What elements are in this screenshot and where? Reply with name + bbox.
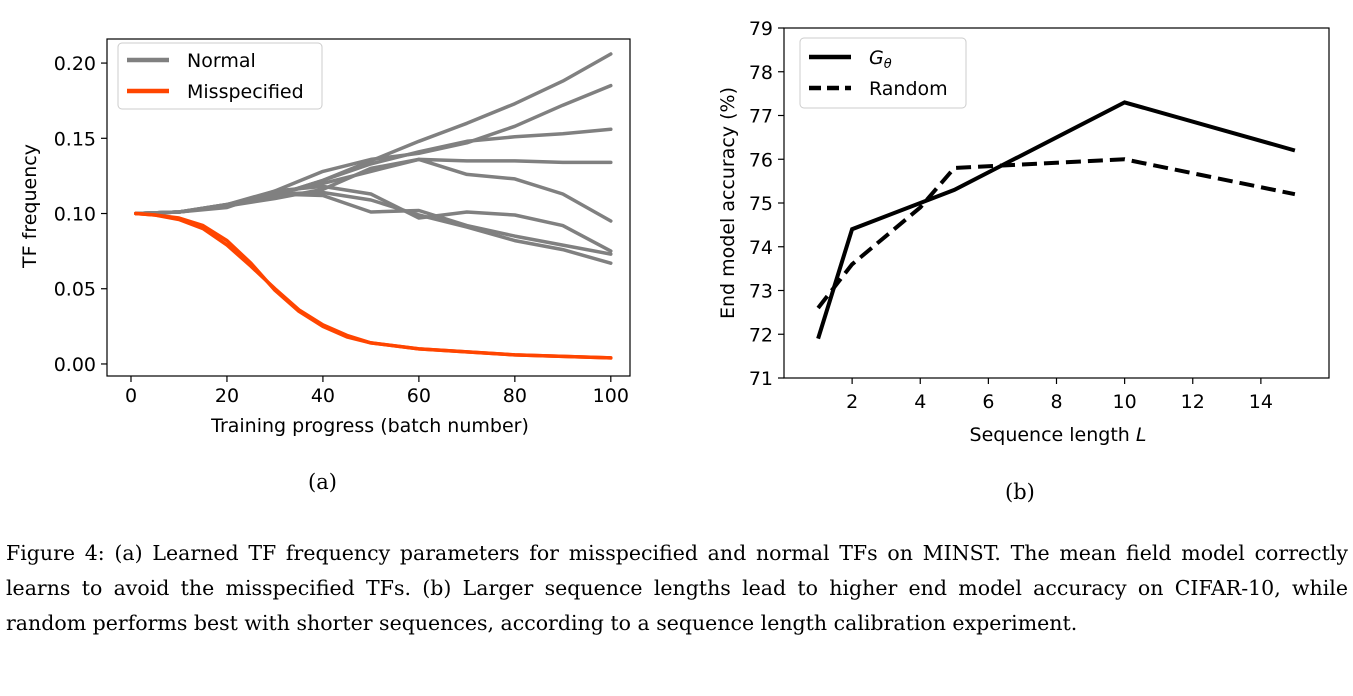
figure-caption: Figure 4: (a) Learned TF frequency param…: [6, 541, 1348, 635]
panel-a-y-ticks: 0.00 0.05 0.10 0.15 0.20: [54, 53, 107, 376]
legend-normal-label: Normal: [187, 50, 256, 72]
panel-b-x-tick-label: 6: [982, 391, 994, 413]
panel-b-x-tick-label: 4: [914, 391, 926, 413]
panel-b-y-tick-label: 76: [749, 149, 773, 171]
panel-b-x-tick-label: 12: [1181, 391, 1205, 413]
panel-b-x-ticks: 2 4 6 8 10 12 14: [846, 378, 1273, 413]
panel-a-y-tick-label: 0.15: [54, 128, 96, 150]
legend-g-theta-label: Gθ: [869, 47, 892, 72]
panel-b-series-line-random: [816, 157, 1296, 310]
panel-a-series-group: [134, 52, 613, 360]
panel-b-x-axis-label: Sequence length L: [970, 424, 1147, 446]
panel-a-sublabel: (a): [308, 470, 337, 494]
panel-b-y-tick-label: 78: [749, 62, 773, 84]
panel-a-x-tick-label: 80: [503, 385, 527, 407]
panel-b-series-group: [816, 100, 1296, 340]
panel-a-x-tick-label: 60: [407, 385, 431, 407]
panel-b-legend: Gθ Random: [799, 37, 967, 109]
panel-a-y-tick-label: 0.00: [54, 354, 96, 376]
panel-b-y-tick-label: 72: [749, 324, 773, 346]
panel-a-series-line-normal-7: [134, 190, 613, 265]
panel-a-x-tick-label: 100: [593, 385, 629, 407]
panel-b-x-tick-label: 10: [1113, 391, 1137, 413]
panel-b-y-tick-label: 71: [749, 368, 773, 390]
panel-a-chart: 0 20 40 60 80 100 0.00 0.05 0.10 0.15 0.20 Traini…: [19, 38, 631, 437]
panel-a-series-line-misspecified-8: [134, 211, 613, 360]
panel-a-x-axis-label: Training progress (batch number): [210, 415, 529, 437]
panel-a-x-tick-label: 0: [125, 385, 137, 407]
panel-b-y-tick-label: 73: [749, 281, 773, 303]
panel-b-x-axis-label-main: Sequence length: [970, 424, 1136, 446]
panel-b-x-tick-label: 8: [1050, 391, 1062, 413]
panel-b-y-tick-label: 77: [749, 106, 773, 128]
panel-b-x-axis-label-variable: L: [1136, 424, 1147, 446]
figure-area: 0 20 40 60 80 100 0.00 0.05 0.10 0.15 0.20 Traini…: [19, 18, 1330, 446]
panel-b-sublabel: (b): [1005, 480, 1035, 504]
panel-a-y-tick-label: 0.10: [54, 204, 96, 226]
panel-b-x-tick-label: 14: [1249, 391, 1273, 413]
panel-a-x-ticks: 0 20 40 60 80 100: [125, 376, 629, 407]
panel-b-y-axis-label: End model accuracy (%): [717, 87, 739, 319]
panel-b-x-tick-label: 2: [846, 391, 858, 413]
panel-b-y-tick-label: 79: [749, 18, 773, 40]
legend-misspecified-label: Misspecified: [187, 81, 304, 103]
panel-b-chart: 2 4 6 8 10 12 14 71 72 73 74 75 76 77 78 79 Sequence l…: [717, 18, 1330, 446]
panel-a-plot-frame: [106, 38, 631, 377]
panel-a-x-tick-label: 20: [215, 385, 239, 407]
panel-a-y-tick-label: 0.20: [54, 53, 96, 75]
panel-a-x-tick-label: 40: [311, 385, 335, 407]
panel-b-y-ticks: 71 72 73 74 75 76 77 78 79: [749, 18, 784, 390]
panel-a-y-tick-label: 0.05: [54, 279, 96, 301]
legend-g-theta-subscript: θ: [884, 57, 892, 72]
legend-random-label: Random: [869, 78, 948, 100]
panel-a-y-axis-label: TF frequency: [19, 144, 41, 269]
panel-a-series-line-misspecified-9: [134, 211, 613, 360]
legend-g-theta-main: G: [869, 47, 884, 69]
panel-b-series-line-g-theta: [816, 100, 1296, 340]
panel-a-legend: Normal Misspecified: [117, 42, 323, 110]
panel-b-y-tick-label: 74: [749, 237, 773, 259]
panel-b-y-tick-label: 75: [749, 193, 773, 215]
